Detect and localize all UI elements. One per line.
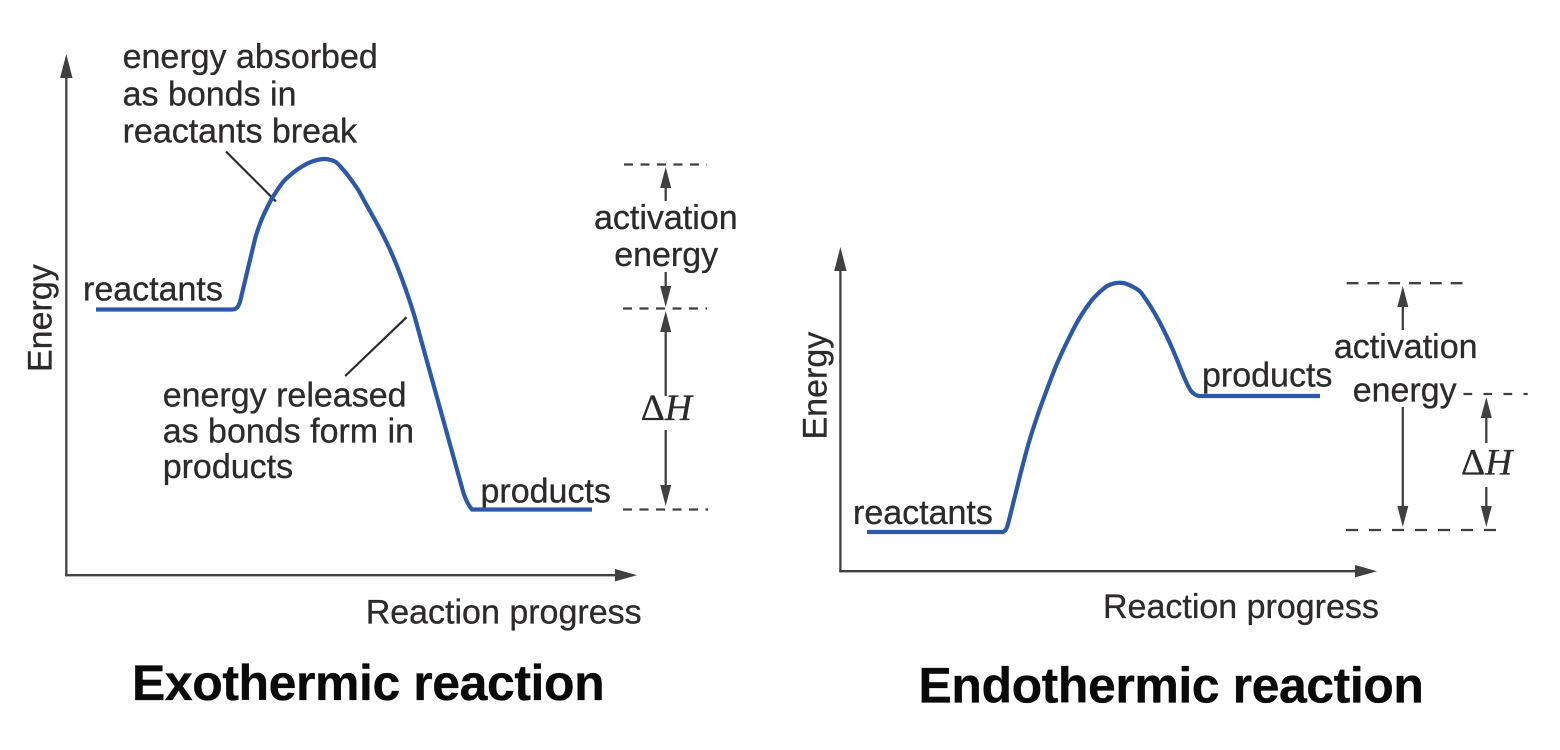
svg-text:ΔH: ΔH <box>1461 443 1514 484</box>
svg-text:Energy: Energy <box>22 264 60 372</box>
svg-text:energy absorbed: energy absorbed <box>123 38 378 76</box>
svg-text:Endothermic reaction: Endothermic reaction <box>919 658 1424 714</box>
svg-text:ΔH: ΔH <box>641 388 694 429</box>
svg-text:Energy: Energy <box>797 332 835 440</box>
svg-text:reactants break: reactants break <box>123 112 358 150</box>
svg-text:activation: activation <box>1334 328 1478 366</box>
svg-text:energy released: energy released <box>163 377 407 415</box>
svg-text:activation: activation <box>594 199 738 237</box>
svg-text:products: products <box>1202 356 1332 394</box>
svg-text:Exothermic reaction: Exothermic reaction <box>132 655 604 711</box>
svg-text:energy: energy <box>614 236 718 274</box>
svg-text:reactants: reactants <box>83 270 223 308</box>
svg-text:Reaction progress: Reaction progress <box>1103 588 1379 626</box>
svg-text:as bonds form in: as bonds form in <box>163 412 414 450</box>
svg-text:Reaction progress: Reaction progress <box>366 593 642 631</box>
svg-text:as bonds in: as bonds in <box>123 75 297 113</box>
svg-text:products: products <box>163 448 293 486</box>
svg-text:reactants: reactants <box>853 494 993 532</box>
svg-text:products: products <box>481 472 611 510</box>
svg-text:energy: energy <box>1353 371 1457 409</box>
